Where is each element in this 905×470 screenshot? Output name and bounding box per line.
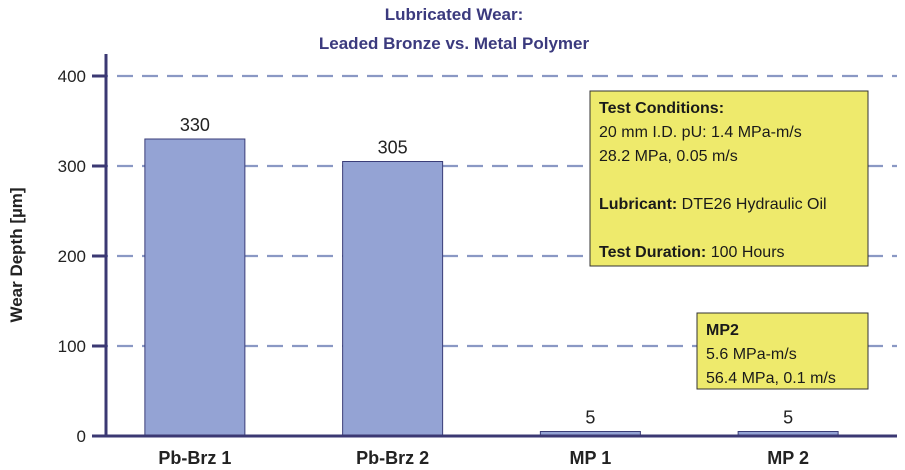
annotation-text: Test Duration: 100 Hours: [599, 244, 785, 261]
annotation-span: DTE26 Hydraulic Oil: [677, 196, 826, 213]
bar: [342, 161, 444, 437]
annotation-text: 5.6 MPa-m/s: [706, 346, 797, 363]
annotations: Test Conditions: 20 mm I.D. pU: 1.4 MPa-m…: [589, 90, 869, 390]
data-label: 305: [378, 138, 408, 158]
annotation-text: Lubricant: DTE26 Hydraulic Oil: [599, 196, 827, 213]
y-tick-label: 200: [58, 247, 86, 266]
data-label: 5: [783, 408, 793, 428]
annotation-text: 28.2 MPa, 0.05 m/s: [599, 148, 738, 165]
data-label: 5: [585, 408, 595, 428]
annotation-span: 28.2 MPa, 0.05 m/s: [599, 148, 738, 165]
annotation-text: MP2: [706, 322, 739, 339]
x-tick-label: Pb-Brz 1: [158, 448, 231, 468]
y-axis-label: Wear Depth [µm]: [7, 187, 26, 322]
y-tick-label: 100: [58, 337, 86, 356]
annotation-span: Lubricant:: [599, 196, 677, 213]
chart-title-line-2: Leaded Bronze vs. Metal Polymer: [319, 34, 590, 53]
annotation-span: MP2: [706, 322, 739, 339]
data-label: 330: [180, 115, 210, 135]
x-tick-label: Pb-Brz 2: [356, 448, 429, 468]
annotation-text: 56.4 MPa, 0.1 m/s: [706, 370, 836, 387]
annotation-span: 100 Hours: [706, 244, 784, 261]
annotation-span: 56.4 MPa, 0.1 m/s: [706, 370, 836, 387]
y-tick-label: 400: [58, 67, 86, 86]
chart-title-line-1: Lubricated Wear:: [385, 5, 524, 24]
x-tick-label: MP 2: [767, 448, 809, 468]
annotation-span: Test Conditions:: [599, 100, 724, 117]
annotation-span: 20 mm I.D. pU: 1.4 MPa-m/s: [599, 124, 802, 141]
annotation-text: Test Conditions:: [599, 100, 724, 117]
annotation-span: Test Duration:: [599, 244, 706, 261]
y-tick-label: 300: [58, 157, 86, 176]
y-tick-label: 0: [77, 427, 86, 446]
annotation-span: 5.6 MPa-m/s: [706, 346, 797, 363]
bar: [144, 138, 246, 437]
axis-labels: 0 100 200 300 400 330 Pb-Brz 1 305 Pb-Brz 2 5 MP 1…: [58, 67, 809, 468]
annotation-text: 20 mm I.D. pU: 1.4 MPa-m/s: [599, 124, 802, 141]
x-tick-label: MP 1: [570, 448, 612, 468]
annotation-box: [589, 90, 869, 267]
annotation-box: [696, 312, 869, 390]
